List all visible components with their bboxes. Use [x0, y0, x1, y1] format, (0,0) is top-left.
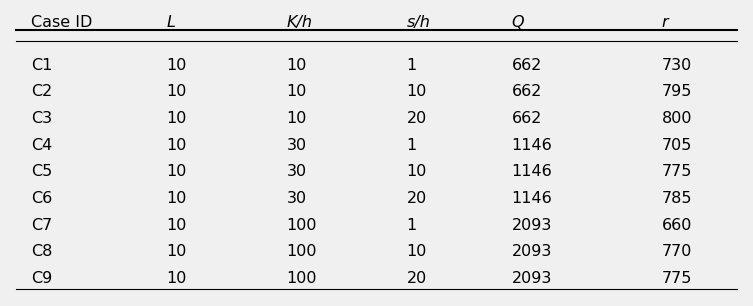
Text: 10: 10	[407, 244, 427, 259]
Text: C8: C8	[32, 244, 53, 259]
Text: 800: 800	[662, 111, 692, 126]
Text: 1146: 1146	[511, 164, 552, 179]
Text: 10: 10	[166, 218, 187, 233]
Text: 775: 775	[662, 164, 692, 179]
Text: 100: 100	[286, 271, 317, 286]
Text: 10: 10	[286, 58, 307, 73]
Text: 10: 10	[166, 58, 187, 73]
Text: 20: 20	[407, 271, 427, 286]
Text: L: L	[166, 15, 175, 30]
Text: 10: 10	[166, 84, 187, 99]
Text: 10: 10	[286, 111, 307, 126]
Text: 2093: 2093	[511, 271, 552, 286]
Text: r: r	[662, 15, 668, 30]
Text: 1: 1	[407, 138, 416, 153]
Text: C6: C6	[32, 191, 53, 206]
Text: 662: 662	[511, 84, 542, 99]
Text: 10: 10	[286, 84, 307, 99]
Text: 662: 662	[511, 111, 542, 126]
Text: K/h: K/h	[286, 15, 312, 30]
Text: 775: 775	[662, 271, 692, 286]
Text: 30: 30	[286, 164, 306, 179]
Text: 10: 10	[166, 244, 187, 259]
Text: 795: 795	[662, 84, 692, 99]
Text: Case ID: Case ID	[32, 15, 93, 30]
Text: C3: C3	[32, 111, 53, 126]
Text: s/h: s/h	[407, 15, 431, 30]
Text: 10: 10	[166, 191, 187, 206]
Text: 20: 20	[407, 111, 427, 126]
Text: 10: 10	[166, 111, 187, 126]
Text: 2093: 2093	[511, 218, 552, 233]
Text: 2093: 2093	[511, 244, 552, 259]
Text: 10: 10	[166, 138, 187, 153]
Text: C4: C4	[32, 138, 53, 153]
Text: 1146: 1146	[511, 191, 552, 206]
Text: 705: 705	[662, 138, 692, 153]
Text: 10: 10	[407, 84, 427, 99]
Text: C1: C1	[32, 58, 53, 73]
Text: C2: C2	[32, 84, 53, 99]
Text: 662: 662	[511, 58, 542, 73]
Text: 20: 20	[407, 191, 427, 206]
Text: 1: 1	[407, 58, 416, 73]
Text: 30: 30	[286, 191, 306, 206]
Text: 660: 660	[662, 218, 692, 233]
Text: C9: C9	[32, 271, 53, 286]
Text: 730: 730	[662, 58, 692, 73]
Text: 10: 10	[407, 164, 427, 179]
Text: 100: 100	[286, 218, 317, 233]
Text: 10: 10	[166, 271, 187, 286]
Text: 770: 770	[662, 244, 692, 259]
Text: C7: C7	[32, 218, 53, 233]
Text: Q: Q	[511, 15, 524, 30]
Text: 100: 100	[286, 244, 317, 259]
Text: 30: 30	[286, 138, 306, 153]
Text: 1: 1	[407, 218, 416, 233]
Text: C5: C5	[32, 164, 53, 179]
Text: 785: 785	[662, 191, 692, 206]
Text: 1146: 1146	[511, 138, 552, 153]
Text: 10: 10	[166, 164, 187, 179]
